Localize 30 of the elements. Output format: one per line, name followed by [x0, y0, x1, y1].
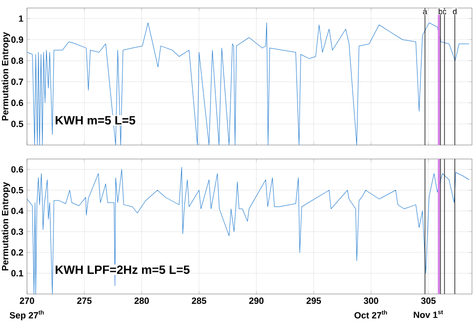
x-tick-label: 270	[20, 298, 34, 304]
y-tick-label: 0.5	[11, 186, 24, 194]
x-tick-label: 300	[364, 298, 378, 304]
y-tick-label: 0.5	[11, 120, 24, 128]
annotation: KWH m=5 L=5	[56, 116, 136, 125]
x-tick-label: 280	[134, 298, 149, 304]
ref-line-label: a	[423, 10, 428, 14]
y-axis-title: Permutation Entropy	[2, 32, 10, 120]
y-axis-title: Permutation Entropy	[2, 182, 10, 270]
y-tick-label: 0.3	[11, 228, 24, 235]
x-tick-label: 275	[77, 298, 92, 304]
y-tick-label: 0.4	[11, 208, 24, 214]
text: Sep 27$^{th}$	[10, 310, 44, 320]
x-tick-label: 290	[249, 298, 264, 304]
y-tick-label: 0.9	[11, 36, 24, 43]
text: Oct 27$^{th}$	[354, 310, 387, 318]
y-tick-label: 0.2	[11, 249, 24, 256]
y-tick-label: 0.1	[11, 270, 24, 276]
y-tick-label: 1	[19, 15, 24, 22]
y-tick-label: 0.7	[11, 78, 24, 85]
x-tick-label: 285	[192, 298, 206, 304]
x-tick-label: 305	[421, 298, 436, 304]
ref-line-label: c	[442, 10, 446, 14]
y-tick-label: 0.6	[11, 166, 24, 173]
text: Nov 1$^{st}$	[414, 310, 443, 318]
annotation: KWH LPF=2Hz m=5 L=5	[56, 265, 190, 274]
x-tick-label: 295	[306, 298, 321, 304]
y-tick-label: 0.8	[11, 58, 24, 64]
y-tick-label: 0.6	[11, 100, 24, 106]
ref-line-label: d	[452, 8, 457, 14]
